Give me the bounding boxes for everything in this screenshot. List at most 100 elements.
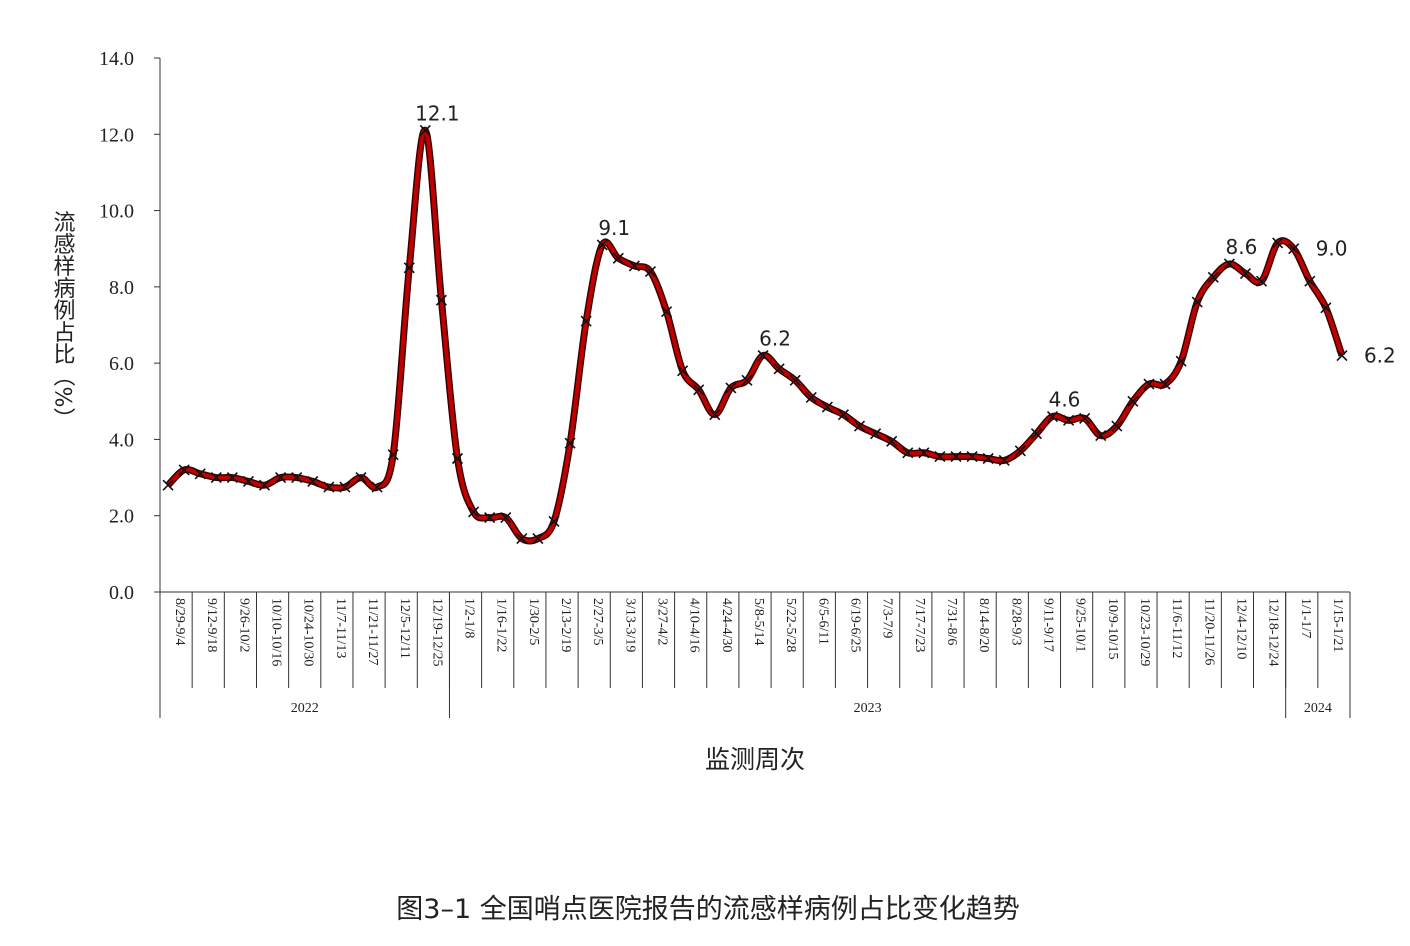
x-tick-label: 1/30-2/5 — [526, 598, 541, 645]
point-marker — [1207, 271, 1219, 283]
point-marker — [660, 306, 673, 318]
point-marker — [258, 479, 271, 491]
point-marker — [628, 260, 640, 272]
x-tick-label: 10/24-10/30 — [301, 598, 316, 666]
x-tick-label: 9/26-10/2 — [236, 598, 251, 652]
x-tick-label: 8/29-9/4 — [172, 598, 187, 645]
point-marker — [580, 315, 592, 327]
point-marker — [1336, 349, 1348, 362]
point-marker — [1304, 275, 1316, 287]
value-label: 6.2 — [759, 327, 791, 351]
point-marker — [339, 481, 351, 493]
point-marker — [950, 451, 962, 463]
x-tick-label: 8/14-8/20 — [976, 598, 991, 652]
point-marker — [886, 435, 898, 447]
point-marker — [194, 468, 206, 480]
point-marker — [451, 452, 464, 465]
point-marker — [982, 452, 994, 465]
point-marker — [1127, 395, 1139, 407]
point-marker — [725, 382, 737, 394]
point-marker — [387, 449, 399, 461]
x-tick-label: 6/19-6/25 — [847, 598, 862, 652]
point-marker — [837, 409, 850, 421]
point-marker — [773, 363, 785, 375]
value-label: 8.6 — [1225, 235, 1257, 259]
line — [166, 128, 1344, 543]
point-marker — [1063, 414, 1075, 426]
y-tick-label: 12.0 — [99, 124, 134, 146]
point-marker — [371, 481, 383, 493]
point-marker — [419, 124, 431, 137]
point-marker — [709, 409, 721, 421]
year-label: 2024 — [1304, 701, 1332, 716]
x-tick-label: 6/5-6/11 — [815, 598, 830, 645]
x-tick-label: 7/31-8/6 — [944, 598, 959, 645]
y-tick-label: 14.0 — [99, 48, 134, 70]
point-marker — [355, 472, 367, 484]
point-marker — [291, 472, 303, 484]
x-tick-label: 11/20-11/26 — [1201, 598, 1216, 665]
value-label: 9.0 — [1316, 237, 1348, 261]
point-marker — [242, 475, 255, 487]
point-marker — [1046, 410, 1059, 423]
y-tick-label: 0.0 — [109, 582, 134, 604]
point-marker — [821, 401, 833, 413]
x-tick-label: 1/2-1/8 — [462, 598, 477, 638]
x-tick-label: 12/4-12/10 — [1233, 598, 1248, 659]
x-tick-label: 3/27-4/2 — [655, 598, 670, 645]
point-marker — [1159, 378, 1171, 390]
point-marker — [323, 481, 335, 493]
value-label: 6.2 — [1364, 344, 1396, 368]
point-marker — [1288, 243, 1300, 255]
x-tick-label: 10/10-10/16 — [269, 598, 284, 666]
year-label: 2023 — [854, 701, 882, 716]
point-marker — [532, 533, 544, 545]
point-marker — [162, 479, 174, 491]
x-tick-label: 2/13-2/19 — [558, 598, 573, 652]
point-marker — [693, 384, 705, 396]
point-marker — [1014, 445, 1026, 457]
point-marker — [516, 533, 528, 545]
point-marker — [500, 512, 512, 524]
point-marker — [1111, 420, 1123, 432]
point-marker — [226, 472, 238, 484]
x-tick-label: 5/8-5/14 — [751, 598, 766, 645]
x-tick-label: 12/5-12/11 — [397, 598, 412, 659]
point-marker — [741, 374, 753, 386]
value-label: 9.1 — [598, 216, 630, 240]
x-tick-label: 8/28-9/3 — [1008, 598, 1023, 645]
y-tick-label: 8.0 — [109, 277, 134, 299]
y-tick-label: 6.0 — [109, 353, 134, 375]
point-marker — [998, 454, 1010, 466]
x-axis-title: 监测周次 — [705, 746, 805, 774]
point-marker — [484, 512, 496, 524]
x-tick-label: 7/17-7/23 — [912, 598, 927, 652]
x-tick-label: 10/23-10/29 — [1137, 598, 1152, 666]
x-tick-label: 1/1-1/7 — [1298, 598, 1313, 638]
point-marker — [789, 374, 801, 386]
point-marker — [677, 365, 689, 377]
x-tick-label: 10/9-10/15 — [1105, 598, 1120, 659]
point-marker — [435, 294, 447, 306]
value-label: 4.6 — [1049, 388, 1081, 412]
x-tick-label: 9/25-10/1 — [1073, 598, 1088, 652]
x-tick-label: 11/7-11/13 — [333, 598, 348, 658]
point-marker — [564, 437, 576, 449]
x-tick-label: 12/19-12/25 — [429, 598, 444, 666]
point-marker — [805, 391, 817, 404]
year-label: 2022 — [291, 701, 319, 716]
point-marker — [403, 262, 415, 274]
point-marker — [1191, 296, 1203, 308]
y-tick-label: 10.0 — [99, 201, 134, 223]
point-marker — [548, 515, 560, 528]
caption: 图3–1 全国哨点医院报告的流感样病例占比变化趋势 — [396, 894, 1019, 925]
x-tick-label: 2/27-3/5 — [590, 598, 605, 645]
point-marker — [307, 475, 319, 487]
point-marker — [178, 464, 190, 476]
point-marker — [934, 451, 946, 463]
point-marker — [918, 447, 930, 459]
y-tick-label: 4.0 — [109, 429, 134, 451]
point-marker — [853, 420, 866, 432]
point-marker — [1255, 275, 1268, 287]
